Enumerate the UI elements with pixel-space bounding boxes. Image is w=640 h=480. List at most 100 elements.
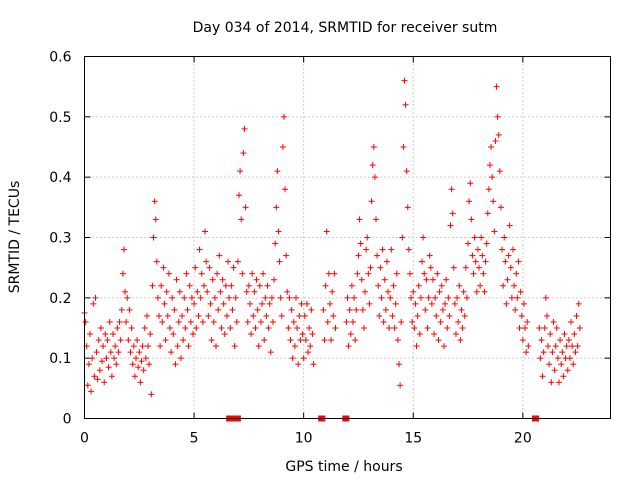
data-point	[272, 240, 279, 247]
data-point	[576, 325, 583, 331]
data-point	[176, 288, 183, 295]
data-point	[278, 312, 285, 319]
data-point	[198, 270, 205, 277]
data-point	[214, 270, 221, 277]
data-point	[383, 258, 390, 265]
data-point	[476, 264, 482, 271]
data-point	[402, 101, 409, 108]
data-point	[276, 258, 283, 265]
axis-ticks	[84, 56, 611, 419]
y-tick-label: 0.3	[49, 231, 71, 247]
data-point	[550, 318, 557, 325]
data-point	[456, 282, 463, 289]
data-point	[92, 294, 99, 301]
data-point	[246, 300, 253, 307]
data-point	[303, 300, 310, 307]
data-point	[184, 306, 191, 313]
data-point	[288, 306, 295, 313]
data-point	[565, 337, 572, 344]
data-point	[146, 361, 153, 368]
data-point	[189, 331, 196, 338]
x-axis-label: GPS time / hours	[285, 459, 402, 475]
data-point	[133, 355, 140, 362]
data-point	[236, 192, 243, 199]
data-point	[279, 144, 286, 150]
data-point	[439, 306, 446, 313]
data-point	[543, 312, 550, 319]
data-point	[206, 264, 213, 271]
data-point	[116, 318, 123, 325]
data-point	[122, 288, 129, 295]
data-point	[491, 228, 498, 235]
data-point	[277, 294, 284, 301]
data-point	[450, 264, 457, 271]
data-point	[286, 294, 293, 301]
data-point	[560, 373, 567, 380]
data-point	[459, 325, 466, 331]
data-point	[191, 300, 198, 307]
data-point	[223, 312, 230, 319]
data-point	[497, 204, 504, 211]
data-point	[221, 331, 228, 338]
data-point	[307, 343, 314, 350]
data-point	[569, 343, 576, 350]
data-point	[513, 270, 520, 277]
data-point	[400, 144, 407, 150]
data-point	[130, 343, 137, 350]
data-point	[187, 318, 194, 325]
data-point	[157, 343, 164, 350]
data-point	[291, 343, 298, 350]
data-point	[523, 349, 530, 356]
data-point	[174, 343, 181, 350]
y-tick-label: 0	[63, 412, 72, 428]
data-point	[515, 258, 522, 265]
data-point	[408, 294, 415, 301]
data-point	[173, 276, 180, 283]
data-point	[568, 318, 575, 325]
data-point	[101, 379, 108, 386]
data-point	[508, 294, 515, 301]
data-point	[346, 306, 353, 313]
data-point	[501, 234, 508, 241]
data-point	[483, 240, 490, 247]
data-point	[102, 331, 109, 338]
data-point	[357, 240, 364, 247]
data-point	[454, 294, 461, 301]
data-point	[179, 312, 186, 319]
data-point	[371, 174, 378, 181]
data-point	[104, 337, 111, 344]
data-point	[382, 306, 389, 313]
data-point	[325, 270, 332, 277]
data-point	[243, 288, 250, 295]
data-point	[124, 294, 131, 301]
data-point	[499, 246, 506, 253]
data-point	[90, 300, 97, 307]
data-point	[196, 246, 203, 253]
y-tick-label: 0.1	[49, 351, 71, 367]
data-point	[88, 388, 95, 395]
data-point	[100, 343, 107, 350]
data-point	[250, 312, 257, 319]
data-point	[552, 343, 559, 350]
data-point	[231, 343, 238, 350]
data-point	[506, 222, 513, 229]
data-point	[232, 294, 239, 301]
data-point	[442, 300, 449, 307]
data-point	[93, 349, 100, 356]
data-point	[415, 282, 422, 289]
data-point	[354, 270, 361, 277]
y-axis-tick-labels: 0 0.1 0.2 0.3 0.4 0.5 0.6	[49, 50, 71, 428]
data-point	[219, 276, 226, 283]
data-point	[480, 270, 487, 277]
data-point	[82, 318, 89, 325]
data-point	[386, 325, 393, 331]
data-point	[171, 306, 178, 313]
data-point	[301, 312, 308, 319]
data-point	[428, 300, 435, 307]
data-point	[269, 318, 276, 325]
data-point	[226, 294, 233, 301]
data-point	[424, 325, 431, 331]
data-point	[225, 258, 232, 265]
data-point	[349, 318, 356, 325]
data-point	[409, 318, 416, 325]
